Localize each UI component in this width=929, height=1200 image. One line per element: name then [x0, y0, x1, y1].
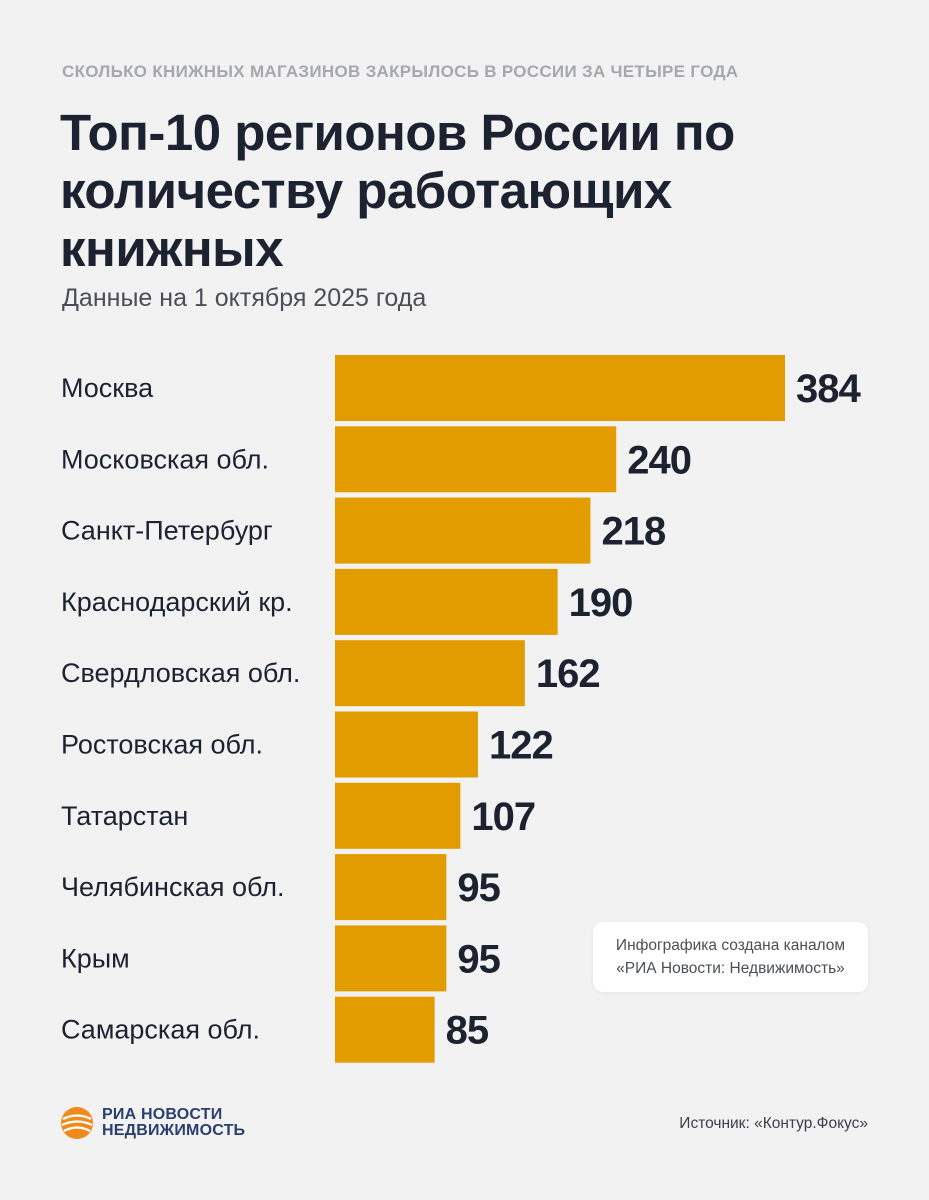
- ria-logo: РИА НОВОСТИ НЕДВИЖИМОСТЬ: [60, 1106, 245, 1140]
- bar: [335, 355, 785, 421]
- bar: [335, 426, 617, 493]
- category-label: Самарская обл.: [61, 1015, 260, 1045]
- value-label: 384: [796, 367, 861, 411]
- category-label: Краснодарский кр.: [61, 587, 293, 617]
- credit-note-line-2: «РИА Новости: Недвижимость»: [616, 960, 845, 977]
- category-label: Свердловская обл.: [61, 658, 300, 688]
- value-label: 190: [569, 581, 633, 625]
- bar: [335, 497, 591, 564]
- value-label: 218: [601, 510, 665, 554]
- category-label: Московская обл.: [61, 444, 269, 474]
- value-label: 240: [627, 438, 691, 482]
- page-subtitle: Данные на 1 октября 2025 года: [62, 284, 427, 312]
- bar: [335, 996, 435, 1063]
- source-credit: Источник: «Контур.Фокус»: [679, 1115, 868, 1132]
- value-label: 107: [471, 795, 535, 839]
- bar: [335, 711, 478, 778]
- ria-globe-icon: [61, 1107, 93, 1139]
- bar: [335, 640, 525, 707]
- bar: [335, 854, 447, 921]
- value-label: 85: [446, 1009, 489, 1053]
- bar: [335, 568, 558, 635]
- eyebrow-heading: СКОЛЬКО КНИЖНЫХ МАГАЗИНОВ ЗАКРЫЛОСЬ В РО…: [62, 62, 739, 81]
- category-label: Крым: [61, 943, 130, 973]
- bar: [335, 782, 461, 849]
- value-label: 95: [457, 937, 500, 981]
- logo-line-2: НЕДВИЖИМОСТЬ: [102, 1122, 246, 1139]
- category-label: Челябинская обл.: [61, 872, 285, 902]
- credit-note: Инфографика создана каналом «РИА Новости…: [593, 922, 868, 992]
- category-label: Татарстан: [61, 801, 188, 831]
- value-label: 95: [457, 866, 500, 910]
- page-title: Топ-10 регионов России по количеству раб…: [60, 104, 735, 277]
- bar: [335, 925, 447, 992]
- category-label: Санкт-Петербург: [61, 516, 273, 546]
- value-label: 122: [489, 724, 553, 768]
- category-label: Ростовская обл.: [61, 730, 263, 760]
- logo-line-1: РИА НОВОСТИ: [102, 1106, 223, 1123]
- value-label: 162: [536, 652, 600, 696]
- credit-note-line-1: Инфографика создана каналом: [615, 937, 846, 954]
- category-label: Москва: [61, 373, 154, 403]
